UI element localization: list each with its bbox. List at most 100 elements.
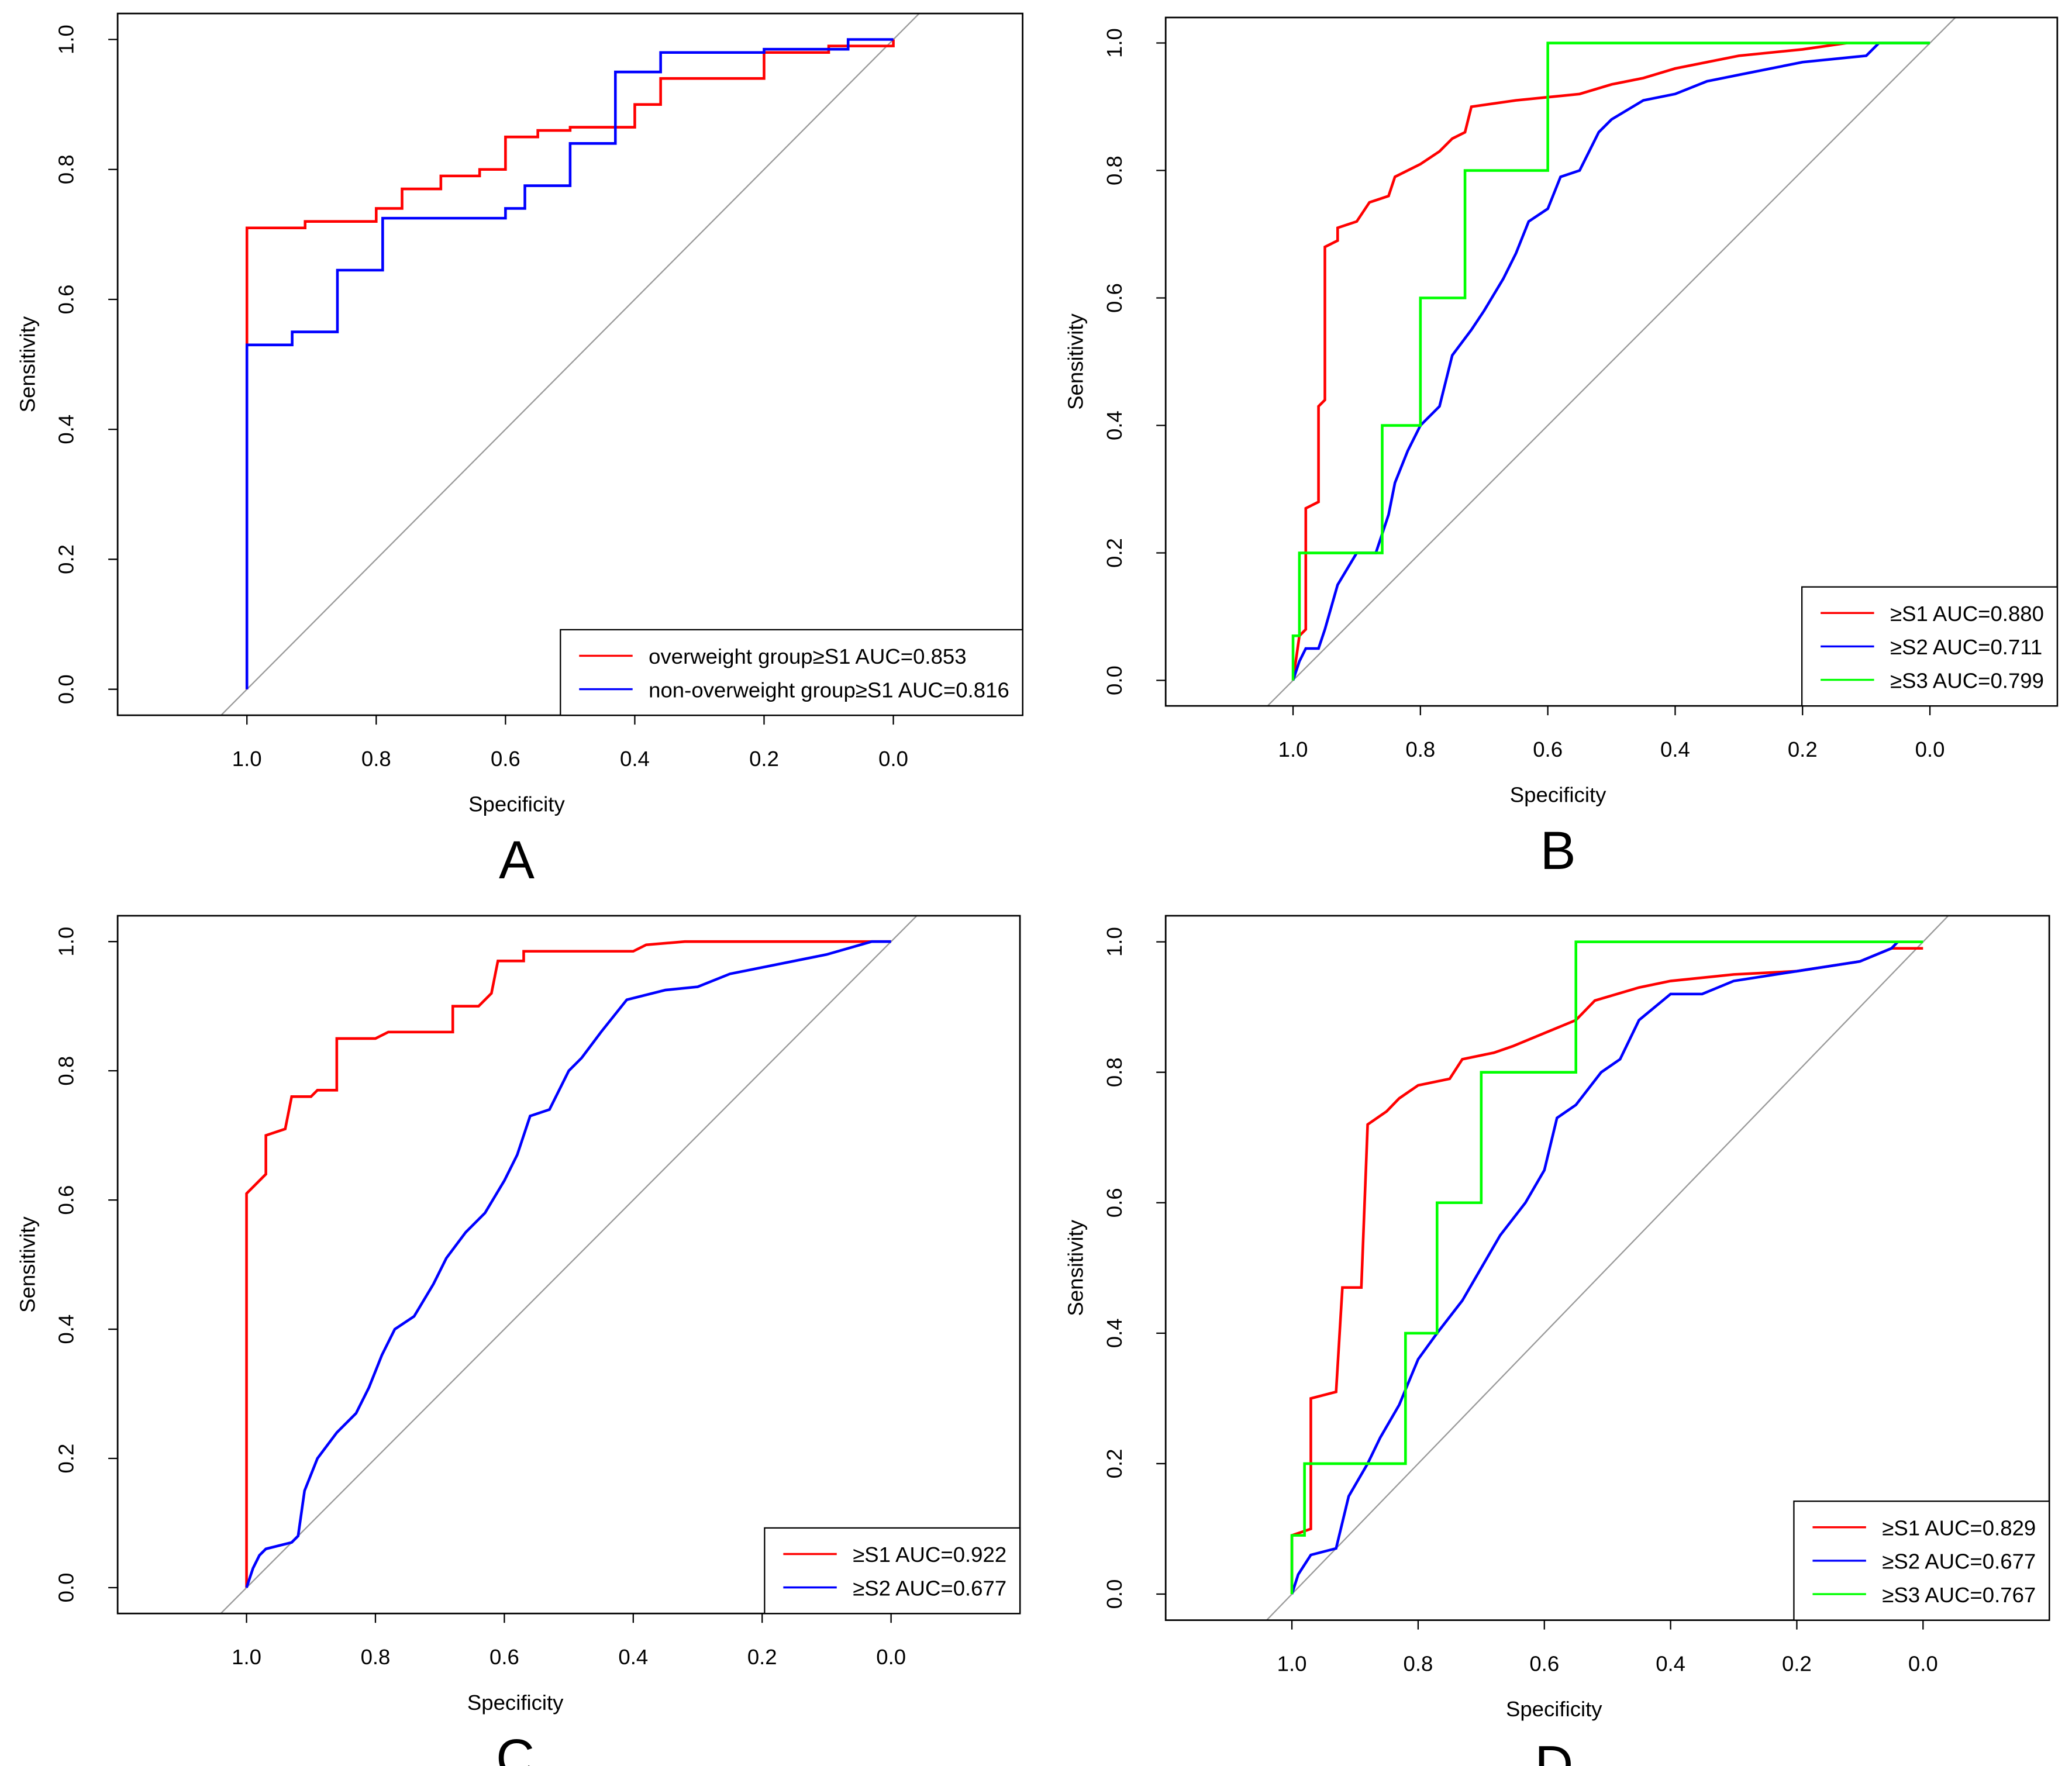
legend-box [560,629,1023,716]
diagonal [1267,17,1956,706]
x-tick-label: 0.0 [1908,1651,1938,1675]
legend-label: ≥S3 AUC=0.799 [1890,668,2044,692]
y-tick-label: 0.0 [54,1573,78,1603]
y-tick-label: 0.8 [54,1056,78,1086]
y-tick-label: 0.6 [1102,1188,1126,1217]
legend-label: ≥S2 AUC=0.677 [1882,1550,2036,1574]
x-tick-label: 0.4 [1660,737,1690,761]
y-tick-label: 0.4 [1102,411,1126,440]
x-tick-label: 1.0 [232,1645,261,1669]
roc-curve [245,940,891,1588]
legend-label: ≥S2 AUC=0.677 [853,1576,1006,1600]
legend-label: overweight group≥S1 AUC=0.853 [649,644,966,668]
y-tick-label: 1.0 [54,927,78,957]
x-tick-label: 1.0 [1277,1651,1307,1675]
plot-frame [1164,915,2050,1621]
y-tick-label: 0.6 [54,285,78,315]
x-axis-title: Specificity [1510,783,1606,807]
panel-label: B [1540,821,1576,881]
legend-label: ≥S2 AUC=0.711 [1890,635,2042,659]
legend: ≥S1 AUC=0.922 ≥S2 AUC=0.677 [764,1527,1021,1615]
roc-curve [1290,941,1899,1595]
diagonal [220,916,918,1614]
roc-curve [245,940,891,1588]
x-tick-label: 0.2 [1788,737,1818,761]
x-tick-label: 0.8 [1404,1651,1433,1675]
x-tick-label: 0.6 [489,1645,519,1669]
x-tick-label: 0.0 [878,747,908,771]
roc-curve [1290,940,1923,1595]
x-tick-label: 0.0 [876,1645,906,1669]
roc-panel: 1.0 0.8 0.6 0.4 0.2 0.0 0.0 0.2 0.4 0.6 0.8 1.0 Spec… [1064,915,2050,1766]
y-tick-label: 0.0 [1102,665,1126,695]
x-tick-label: 0.4 [1656,1651,1685,1675]
y-tick-label: 0.0 [1102,1579,1126,1609]
x-tick-label: 0.8 [361,747,391,771]
legend-label: ≥S1 AUC=0.922 [853,1543,1006,1567]
x-tick-label: 0.6 [491,747,520,771]
y-tick-label: 0.4 [1102,1318,1126,1348]
x-tick-label: 0.4 [620,747,650,771]
panel-label: C [496,1729,535,1766]
y-tick-label: 1.0 [1102,28,1126,58]
y-tick-label: 0.8 [1102,1057,1126,1087]
y-tick-label: 0.2 [54,544,78,574]
x-tick-label: 0.2 [1782,1651,1812,1675]
y-tick-label: 0.8 [1102,156,1126,185]
x-tick-label: 0.8 [361,1645,391,1669]
y-tick-label: 0.4 [54,1315,78,1344]
legend-box [1801,586,2058,707]
y-axis-title: Sensitivity [1064,1219,1088,1316]
plot-frame [116,915,1021,1615]
y-tick-label: 0.2 [1102,1449,1126,1479]
roc-curve [245,39,895,689]
y-axis-title: Sensitivity [1064,313,1088,410]
roc-panel: 1.0 0.8 0.6 0.4 0.2 0.0 0.0 0.2 0.4 0.6 0.8 1.0 Spec… [15,915,1021,1766]
diagonal [220,13,920,716]
roc-curve [1290,947,1923,1595]
x-tick-label: 0.4 [618,1645,648,1669]
x-tick-label: 0.0 [1915,737,1945,761]
y-tick-label: 0.4 [54,415,78,444]
roc-curve [1291,42,1847,681]
roc-curve [1291,42,1930,681]
y-tick-label: 0.6 [54,1185,78,1215]
y-tick-label: 0.0 [54,674,78,704]
x-tick-label: 0.6 [1533,737,1563,761]
x-axis-title: Specificity [468,792,565,816]
y-tick-label: 1.0 [54,25,78,54]
y-tick-label: 1.0 [1102,927,1126,957]
roc-panel: 1.0 0.8 0.6 0.4 0.2 0.0 0.0 0.2 0.4 0.6 0.8 1.0 Spec… [1064,16,2059,881]
legend-box [764,1527,1021,1615]
y-tick-label: 0.2 [1102,538,1126,568]
x-tick-label: 1.0 [1278,737,1308,761]
y-tick-label: 0.2 [54,1444,78,1474]
x-axis-title: Specificity [1506,1697,1602,1721]
x-axis-title: Specificity [467,1691,564,1715]
x-tick-label: 0.6 [1529,1651,1559,1675]
legend-label: non-overweight group≥S1 AUC=0.816 [649,678,1009,702]
panel-label: D [1535,1735,1573,1766]
diagonal [1266,916,1949,1620]
legend-label: ≥S1 AUC=0.880 [1890,602,2044,626]
legend-label: ≥S3 AUC=0.767 [1882,1583,2036,1607]
panel-label: A [499,830,535,890]
legend-label: ≥S1 AUC=0.829 [1882,1516,2036,1540]
legend: ≥S1 AUC=0.880 ≥S2 AUC=0.711 ≥S3 AUC=0.799 [1801,586,2058,707]
y-tick-label: 0.6 [1102,283,1126,313]
x-tick-label: 1.0 [232,747,262,771]
roc-curve [245,38,894,689]
y-axis-title: Sensitivity [15,316,39,412]
legend: overweight group≥S1 AUC=0.853 non-overwei… [560,629,1023,716]
plot-frame [1164,16,2059,707]
x-tick-label: 0.2 [749,747,779,771]
roc-panel: 1.0 0.8 0.6 0.4 0.2 0.0 0.0 0.2 0.4 0.6 0.8 1.0 Spec… [15,12,1024,890]
y-axis-title: Sensitivity [15,1216,39,1313]
x-tick-label: 0.2 [747,1645,777,1669]
x-tick-label: 0.8 [1405,737,1435,761]
y-tick-label: 0.8 [54,154,78,184]
legend: ≥S1 AUC=0.829 ≥S2 AUC=0.677 ≥S3 AUC=0.767 [1793,1501,2050,1621]
roc-curve [1291,42,1930,681]
